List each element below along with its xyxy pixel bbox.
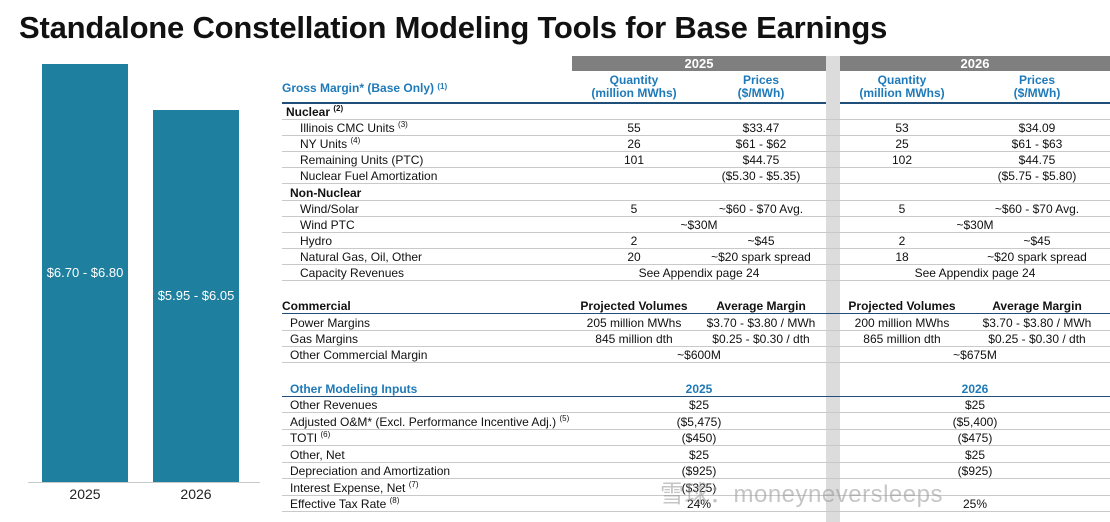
page-title: Standalone Constellation Modeling Tools … [19, 10, 888, 45]
bar-2026-value-label: $5.95 - $6.05 [157, 288, 235, 303]
bar-2025-value-label: $6.70 - $6.80 [46, 264, 124, 280]
header-rule-right [840, 102, 1110, 104]
table-row: NY Units (4) 26 $61 - $62 25 $61 - $63 [282, 136, 1110, 152]
table-row: Effective Tax Rate (8) 24% 25% [282, 496, 1110, 512]
table-row: Adjusted O&M* (Excl. Performance Incenti… [282, 414, 1110, 430]
year-header-2026: 2026 [840, 56, 1110, 71]
quantity-header-2025: Quantity (million MWhs) [591, 73, 677, 100]
eps-bar-chart: $6.70 - $6.80 $5.95 - $6.05 2025 2026 [28, 60, 260, 520]
modeling-table: 2025 2026 Gross Margin* (Base Only) (1) … [282, 56, 1110, 522]
bar-2026: $5.95 - $6.05 [153, 110, 239, 482]
table-row: Interest Expense, Net (7) ($325) [282, 480, 1110, 496]
table-row: Hydro 2 ~$45 2 ~$45 [282, 233, 1110, 249]
table-row: Gas Margins 845 million dth $0.25 - $0.3… [282, 331, 1110, 347]
table-row: Nuclear Fuel Amortization ($5.30 - $5.35… [282, 168, 1110, 184]
prices-header-2026: Prices ($/MWh) [1013, 73, 1061, 100]
header-rule-left [282, 102, 826, 104]
table-row: Other Revenues $25 $25 [282, 397, 1110, 413]
non-nuclear-section-heading: Non-Nuclear [282, 185, 1110, 201]
table-row: Depreciation and Amortization ($925) ($9… [282, 463, 1110, 479]
other-inputs-section-heading: Other Modeling Inputs 2025 2026 [282, 381, 1110, 397]
watermark: 雪球：moneyneversleeps [660, 481, 943, 508]
table-row: TOTI (6) ($450) ($475) [282, 430, 1110, 446]
table-row: Capacity Revenues See Appendix page 24 S… [282, 265, 1110, 281]
table-row: Other, Net $25 $25 [282, 447, 1110, 463]
x-axis-line [28, 482, 260, 483]
table-row: Other Commercial Margin ~$600M ~$675M [282, 347, 1110, 363]
year-separator-column [826, 56, 840, 522]
x-tick-2025: 2025 [69, 486, 101, 502]
prices-header-2025: Prices ($/MWh) [737, 73, 785, 100]
table-row: Illinois CMC Units (3) 55 $33.47 53 $34.… [282, 120, 1110, 136]
table-row: Wind PTC ~$30M ~$30M [282, 217, 1110, 233]
bar-2025: $6.70 - $6.80 [42, 63, 128, 482]
table-row: Wind/Solar 5 ~$60 - $70 Avg. 5 ~$60 - $7… [282, 201, 1110, 217]
x-tick-2026: 2026 [180, 486, 212, 502]
table-row: Natural Gas, Oil, Other 20 ~$20 spark sp… [282, 249, 1110, 265]
table-row: Remaining Units (PTC) 101 $44.75 102 $44… [282, 152, 1110, 168]
gross-margin-heading: Gross Margin* (Base Only) (1) [282, 81, 448, 95]
table-row: Power Margins 205 million MWhs $3.70 - $… [282, 315, 1110, 331]
quantity-header-2026: Quantity (million MWhs) [859, 73, 945, 100]
year-header-2025: 2025 [572, 56, 826, 71]
nuclear-section-heading: Nuclear (2) [282, 104, 1110, 120]
commercial-section-heading: Commercial Projected Volumes Average Mar… [282, 298, 1110, 314]
